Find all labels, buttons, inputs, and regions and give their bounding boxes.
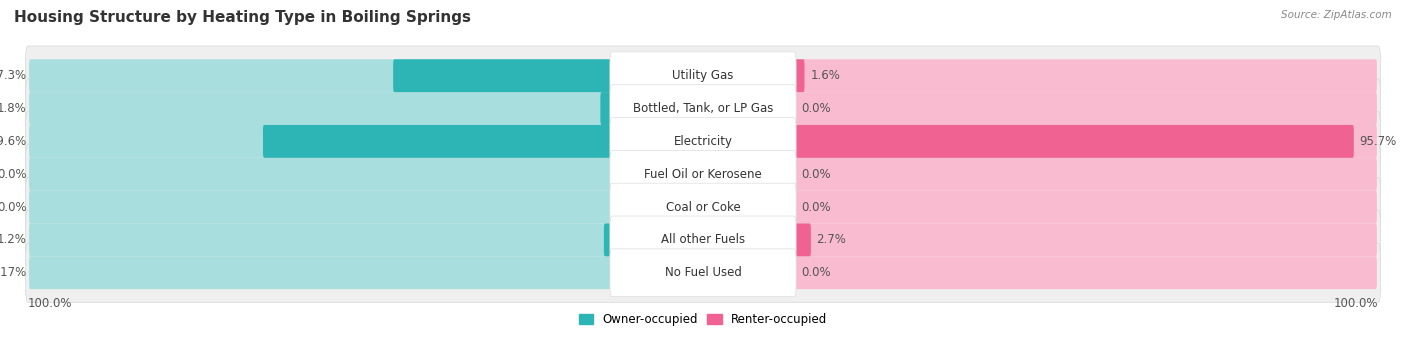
FancyBboxPatch shape [610, 256, 613, 289]
Text: All other Fuels: All other Fuels [661, 233, 745, 247]
FancyBboxPatch shape [25, 210, 1381, 270]
FancyBboxPatch shape [793, 256, 1376, 289]
Text: 1.6%: 1.6% [810, 69, 839, 82]
FancyBboxPatch shape [25, 112, 1381, 171]
FancyBboxPatch shape [25, 79, 1381, 138]
FancyBboxPatch shape [610, 52, 796, 100]
Text: Housing Structure by Heating Type in Boiling Springs: Housing Structure by Heating Type in Boi… [14, 10, 471, 25]
FancyBboxPatch shape [30, 125, 613, 158]
FancyBboxPatch shape [610, 85, 796, 132]
Text: No Fuel Used: No Fuel Used [665, 266, 741, 279]
Text: 0.0%: 0.0% [0, 168, 27, 181]
Text: Electricity: Electricity [673, 135, 733, 148]
FancyBboxPatch shape [263, 125, 613, 158]
Text: Coal or Coke: Coal or Coke [665, 201, 741, 213]
FancyBboxPatch shape [600, 92, 613, 125]
Text: 2.7%: 2.7% [817, 233, 846, 247]
FancyBboxPatch shape [30, 59, 613, 92]
Text: 0.0%: 0.0% [0, 201, 27, 213]
FancyBboxPatch shape [30, 191, 613, 223]
Text: 100.0%: 100.0% [1333, 297, 1378, 310]
FancyBboxPatch shape [610, 216, 796, 264]
FancyBboxPatch shape [30, 92, 613, 125]
FancyBboxPatch shape [30, 256, 613, 289]
FancyBboxPatch shape [30, 223, 613, 256]
FancyBboxPatch shape [25, 243, 1381, 302]
Text: 1.2%: 1.2% [0, 233, 27, 247]
Text: Utility Gas: Utility Gas [672, 69, 734, 82]
Text: 0.0%: 0.0% [801, 102, 831, 115]
Text: 0.0%: 0.0% [801, 168, 831, 181]
Text: 1.8%: 1.8% [0, 102, 27, 115]
FancyBboxPatch shape [793, 92, 1376, 125]
Legend: Owner-occupied, Renter-occupied: Owner-occupied, Renter-occupied [574, 308, 832, 330]
FancyBboxPatch shape [793, 59, 804, 92]
FancyBboxPatch shape [793, 158, 1376, 191]
FancyBboxPatch shape [25, 145, 1381, 204]
Text: Source: ZipAtlas.com: Source: ZipAtlas.com [1281, 10, 1392, 20]
FancyBboxPatch shape [25, 177, 1381, 237]
Text: 0.17%: 0.17% [0, 266, 27, 279]
FancyBboxPatch shape [610, 249, 796, 297]
Text: 0.0%: 0.0% [801, 266, 831, 279]
Text: 37.3%: 37.3% [0, 69, 27, 82]
FancyBboxPatch shape [610, 183, 796, 231]
Text: 59.6%: 59.6% [0, 135, 27, 148]
FancyBboxPatch shape [793, 125, 1354, 158]
Text: 100.0%: 100.0% [28, 297, 73, 310]
FancyBboxPatch shape [394, 59, 613, 92]
FancyBboxPatch shape [793, 191, 1376, 223]
FancyBboxPatch shape [610, 118, 796, 165]
FancyBboxPatch shape [793, 223, 811, 256]
Text: Bottled, Tank, or LP Gas: Bottled, Tank, or LP Gas [633, 102, 773, 115]
Text: 95.7%: 95.7% [1360, 135, 1396, 148]
Text: Fuel Oil or Kerosene: Fuel Oil or Kerosene [644, 168, 762, 181]
FancyBboxPatch shape [30, 158, 613, 191]
FancyBboxPatch shape [793, 125, 1376, 158]
FancyBboxPatch shape [793, 223, 1376, 256]
FancyBboxPatch shape [603, 223, 613, 256]
FancyBboxPatch shape [610, 150, 796, 198]
Text: 0.0%: 0.0% [801, 201, 831, 213]
FancyBboxPatch shape [793, 59, 1376, 92]
FancyBboxPatch shape [25, 46, 1381, 105]
